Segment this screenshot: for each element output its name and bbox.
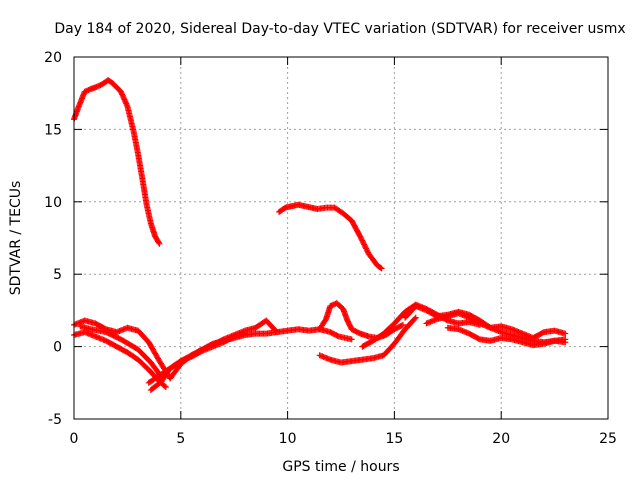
data-point — [357, 234, 364, 241]
y-tick-label: 5 — [53, 267, 62, 283]
data-point — [412, 314, 419, 321]
data-point — [377, 264, 384, 271]
y-tick-label: 20 — [44, 50, 62, 66]
data-point — [361, 242, 368, 249]
data-point — [357, 233, 364, 240]
data-point — [364, 248, 371, 255]
data-point — [363, 245, 370, 252]
data-point — [362, 244, 369, 251]
data-point — [378, 265, 385, 272]
data-point — [161, 383, 168, 390]
data-point — [360, 240, 367, 247]
series-arc-4 — [71, 329, 169, 391]
x-tick-label: 25 — [599, 431, 617, 447]
plot-border — [73, 56, 609, 420]
data-point — [363, 246, 370, 253]
y-tick-label: 15 — [44, 122, 62, 138]
chart-title: Day 184 of 2020, Sidereal Day-to-day VTE… — [54, 21, 625, 37]
data-points — [71, 77, 569, 394]
x-tick-label: 15 — [385, 431, 403, 447]
data-point — [334, 332, 341, 339]
series-arc-1 — [71, 77, 163, 247]
data-point — [562, 330, 569, 337]
series-arc-13 — [444, 324, 569, 349]
data-point — [411, 315, 418, 322]
data-point — [348, 336, 355, 343]
data-point — [359, 238, 366, 245]
x-tick-label: 5 — [176, 431, 185, 447]
y-axis-label: SDTVAR / TECUs — [8, 181, 24, 296]
x-tick-label: 0 — [70, 431, 79, 447]
y-tick-label: -5 — [48, 412, 62, 428]
axis-ticks: 0 5 10 15 20 25 -5 0 5 10 15 20 — [44, 50, 617, 447]
y-tick-label: 0 — [53, 340, 62, 356]
series-arc-3 — [71, 317, 280, 382]
data-point — [155, 239, 162, 246]
grid-lines — [74, 57, 608, 419]
series-arc-12 — [423, 310, 569, 341]
series-arc-5 — [77, 323, 165, 381]
data-point — [361, 241, 368, 248]
series-arc-7 — [147, 326, 355, 394]
data-point — [358, 236, 365, 243]
series-arc-2 — [276, 201, 385, 272]
series-arc-9 — [316, 314, 419, 366]
data-point — [399, 321, 406, 328]
data-point — [562, 339, 569, 346]
x-axis-label: GPS time / hours — [282, 459, 399, 475]
x-tick-label: 20 — [492, 431, 510, 447]
x-tick-label: 10 — [279, 431, 297, 447]
data-point — [398, 322, 405, 329]
data-point — [359, 237, 366, 244]
data-point — [162, 384, 169, 391]
data-point — [156, 240, 163, 247]
y-tick-label: 10 — [44, 195, 62, 211]
